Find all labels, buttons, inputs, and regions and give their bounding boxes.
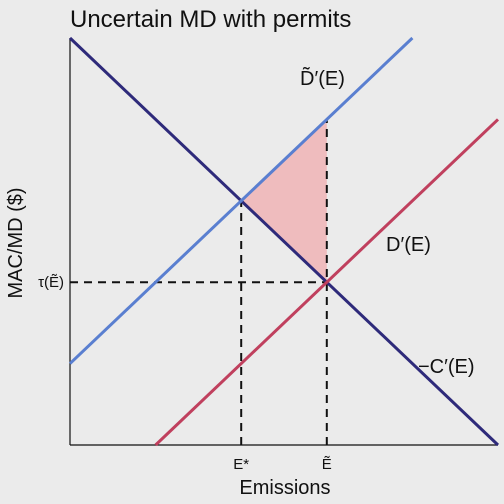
x-tick-label-e-star: E* bbox=[233, 456, 249, 473]
series-d-line bbox=[154, 118, 500, 447]
y-axis-label: MAC/MD ($) bbox=[5, 187, 27, 298]
series-dtilde-line bbox=[68, 36, 414, 365]
x-tick-label-e-tilde: Ẽ bbox=[322, 456, 332, 473]
shaded-region bbox=[241, 119, 327, 283]
x-axis-label: Emissions bbox=[239, 477, 330, 499]
label-d: D′(E) bbox=[386, 234, 431, 256]
label-mac: −C′(E) bbox=[418, 356, 475, 378]
chart-title: Uncertain MD with permits bbox=[70, 6, 351, 33]
y-tick-label-tau: τ(Ẽ) bbox=[38, 274, 64, 291]
label-dtilde: D̃′(E) bbox=[300, 67, 345, 90]
plot-area: −C′(E) D̃′(E) D′(E) E* Ẽτ(Ẽ) bbox=[38, 36, 500, 473]
series-mac-line bbox=[68, 36, 500, 447]
